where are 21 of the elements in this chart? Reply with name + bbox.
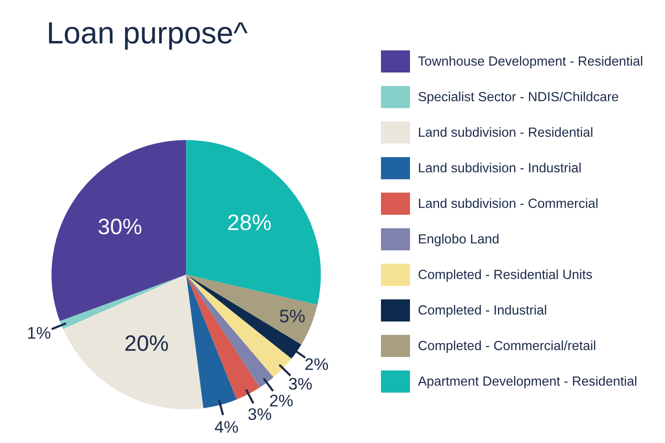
legend-label: Land subdivision - Industrial bbox=[418, 162, 581, 172]
data-label: 28% bbox=[228, 214, 271, 230]
data-label: 2% bbox=[270, 394, 293, 406]
legend-label: Land subdivision - Residential bbox=[418, 127, 592, 137]
data-label: 30% bbox=[98, 218, 142, 234]
legend-label: Completed - Industrial bbox=[418, 304, 546, 318]
legend-label: Specialist Sector - NDIS/Childcare bbox=[418, 92, 618, 104]
legend-label: Englobo Land bbox=[418, 234, 498, 246]
legend-label: Completed - Residential Units bbox=[418, 269, 592, 282]
data-label: 1% bbox=[28, 327, 50, 339]
data-label: 20% bbox=[125, 335, 168, 352]
legend-label: Completed - Commercial/retail bbox=[418, 340, 596, 353]
legend-label: Land subdivision - Commercial bbox=[418, 198, 598, 208]
data-label: 2% bbox=[305, 358, 328, 370]
data-label: 5% bbox=[280, 310, 305, 322]
legend-label: Townhouse Development - Residential bbox=[418, 56, 642, 68]
data-label: 3% bbox=[288, 378, 312, 390]
data-label: 4% bbox=[214, 421, 238, 433]
data-label: 3% bbox=[248, 408, 272, 420]
legend-label: Apartment Development - Residential bbox=[418, 376, 636, 388]
chart-title: Loan purpose^ bbox=[49, 22, 248, 50]
